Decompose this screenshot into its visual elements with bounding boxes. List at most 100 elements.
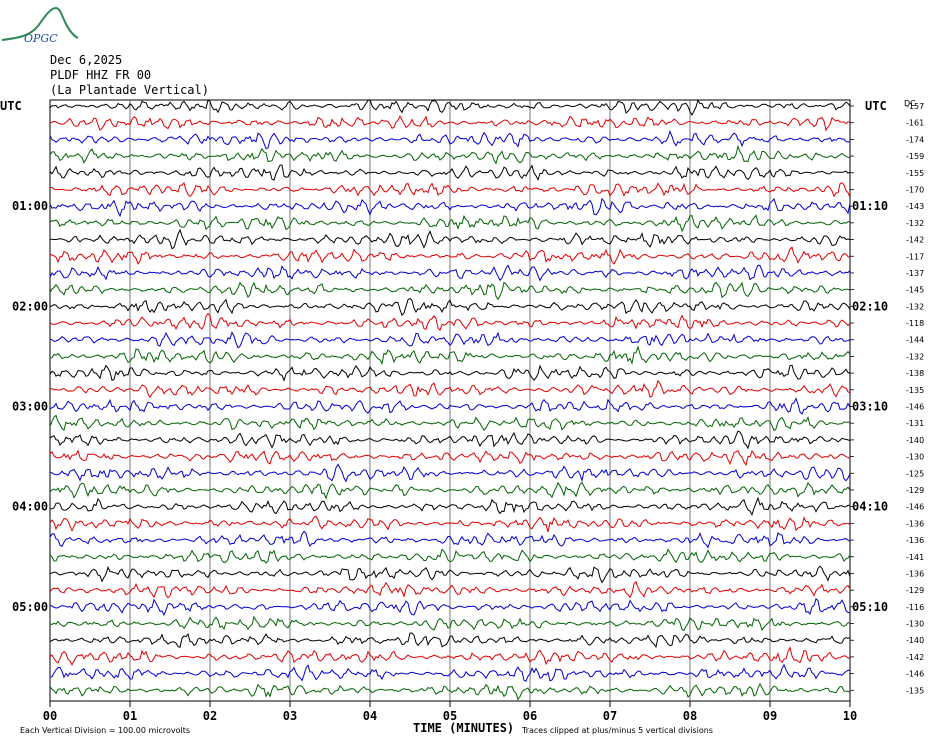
- trace-line: [49, 449, 851, 467]
- trace-line: [49, 297, 851, 317]
- dc-offset-label: -136: [906, 569, 924, 578]
- trace-line: [49, 463, 851, 483]
- opgc-logo: OPGC: [1, 6, 79, 45]
- dc-offset-label: -140: [906, 636, 924, 645]
- dc-offset-label: -116: [906, 603, 924, 612]
- dc-offset-label: -130: [906, 453, 924, 462]
- right-time-label: 04:10: [852, 500, 888, 514]
- right-time-label: 01:10: [852, 199, 888, 213]
- trace-line: [49, 181, 851, 198]
- x-tick-label: 03: [283, 709, 297, 723]
- trace-line: [49, 312, 851, 332]
- trace-line: [49, 364, 851, 382]
- trace-line: [49, 129, 851, 150]
- trace-line: [49, 144, 851, 165]
- trace-line: [49, 430, 851, 450]
- left-time-label: 01:00: [12, 199, 48, 213]
- trace-line: [49, 682, 851, 701]
- dc-offset-label: -132: [906, 302, 924, 311]
- trace-line: [49, 663, 850, 682]
- logo-mountain-icon: [1, 6, 79, 41]
- trace-line: [49, 646, 851, 666]
- dc-offset-label: -136: [906, 519, 924, 528]
- x-tick-label: 07: [603, 709, 617, 723]
- trace-line: [49, 632, 851, 649]
- dc-offset-label: -130: [906, 620, 924, 629]
- trace-line: [50, 228, 851, 250]
- trace-line: [49, 530, 851, 549]
- x-tick-label: 08: [683, 709, 697, 723]
- trace-line: [49, 115, 851, 132]
- dc-offset-label: -132: [906, 352, 924, 361]
- dc-offset-label: -118: [906, 319, 924, 328]
- dc-offset-label: -142: [906, 236, 924, 245]
- x-tick-label: 10: [843, 709, 857, 723]
- dc-offset-label: -159: [906, 152, 924, 161]
- trace-line: [49, 214, 851, 233]
- left-time-label: 04:00: [12, 500, 48, 514]
- dc-offset-label: -129: [906, 486, 924, 495]
- right-time-label: 02:10: [852, 299, 888, 313]
- right-utc-label: UTC: [865, 99, 887, 113]
- left-utc-label: UTC: [0, 99, 22, 113]
- vertical-division-note: Each Vertical Division = 100.00 microvol…: [20, 726, 190, 735]
- x-tick-label: 05: [443, 709, 457, 723]
- trace-line: [49, 345, 851, 366]
- trace-line: [49, 481, 851, 500]
- left-time-label: 05:00: [12, 600, 48, 614]
- dc-offset-label: -143: [906, 202, 924, 211]
- dc-offset-label: -145: [906, 286, 924, 295]
- dc-offset-label: -131: [906, 419, 924, 428]
- date-label: Dec 6,2025: [50, 53, 123, 67]
- dc-offset-label: -155: [906, 169, 924, 178]
- dc-offset-label: -146: [906, 670, 924, 679]
- trace-line: [49, 496, 851, 516]
- dc-offset-label: -141: [906, 553, 924, 562]
- dc-offset-label: -138: [906, 369, 924, 378]
- trace-line: [49, 379, 851, 399]
- trace-line: [49, 565, 851, 584]
- dc-offset-label: -146: [906, 503, 924, 512]
- trace-line: [49, 281, 851, 301]
- chart-labels: 00 01 02 03 04 05 06 07 08 09 10 -157 -161 -174 -159 -1…: [0, 99, 924, 735]
- trace-line: [49, 597, 851, 617]
- dc-offset-label: -161: [906, 119, 924, 128]
- right-time-label: 05:10: [852, 600, 888, 614]
- dc-offset-label: -137: [906, 269, 924, 278]
- dc-offset-label: -146: [906, 403, 924, 412]
- dc-offset-label: -157: [906, 102, 924, 111]
- trace-line: [49, 580, 851, 599]
- station-label: (La Plantade Vertical): [50, 83, 209, 97]
- right-time-label: 03:10: [852, 400, 888, 414]
- dc-offset-label: -136: [906, 536, 924, 545]
- dc-offset-label: -135: [906, 386, 924, 395]
- dc-offset-label: -140: [906, 436, 924, 445]
- dc-offset-label: -142: [906, 653, 924, 662]
- x-tick-label: 02: [203, 709, 217, 723]
- x-axis-title: TIME (MINUTES): [413, 721, 514, 735]
- dc-offset-label: -125: [906, 469, 924, 478]
- dc-offset-label: -170: [906, 185, 924, 194]
- trace-line: [49, 331, 851, 349]
- x-tick-label: 09: [763, 709, 777, 723]
- trace-line: [49, 397, 851, 415]
- dc-offset-label: -117: [906, 252, 924, 261]
- dc-header-label: DC: [904, 99, 916, 108]
- left-time-label: 03:00: [12, 400, 48, 414]
- x-tick-label: 01: [123, 709, 137, 723]
- dc-offset-label: -144: [906, 336, 924, 345]
- x-tick-label: 04: [363, 709, 377, 723]
- trace-line: [49, 615, 851, 632]
- chart-grid: [49, 99, 854, 707]
- dc-offset-label: -135: [906, 686, 924, 695]
- dc-offset-label: -132: [906, 219, 924, 228]
- trace-line: [49, 515, 851, 533]
- left-time-label: 02:00: [12, 299, 48, 313]
- channel-label: PLDF HHZ FR 00: [50, 68, 152, 82]
- logo-text: OPGC: [24, 32, 58, 45]
- trace-line: [49, 264, 851, 282]
- x-tick-label: 06: [523, 709, 537, 723]
- trace-line: [49, 98, 851, 116]
- trace-line: [49, 246, 851, 265]
